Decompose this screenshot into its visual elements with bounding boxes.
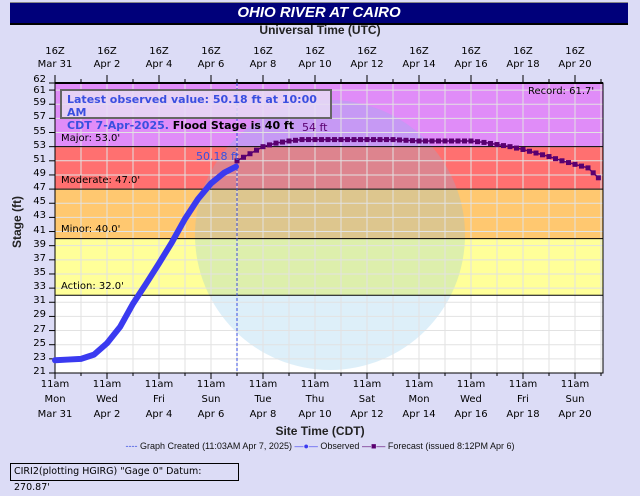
observed-legend-icon: —●—	[294, 441, 318, 451]
top-tick-label: 16Z Apr 20	[558, 46, 592, 70]
top-axis-title: Universal Time (UTC)	[259, 23, 381, 37]
legend-observed: Observed	[320, 441, 360, 451]
legend-forecast: Forecast (issued 8:12PM Apr 6)	[387, 441, 515, 451]
y-tick-label: 27	[33, 323, 46, 335]
info-line-2-date: CDT 7-Apr-2025.	[67, 119, 169, 132]
y-tick-label: 51	[33, 153, 46, 165]
legend-created: Graph Created (11:03AM Apr 7, 2025)	[140, 441, 292, 451]
y-tick-label: 29	[33, 309, 46, 321]
top-tick-label: 16Z Apr 6	[197, 46, 225, 70]
info-line-1: Latest observed value: 50.18 ft at 10:00…	[67, 93, 317, 119]
top-tick-label: 16Z Apr 4	[145, 46, 173, 70]
bottom-tick-label: 11am Wed Apr 2	[92, 379, 122, 420]
hydrograph-plot	[49, 75, 604, 379]
minor-label: Minor: 40.0'	[61, 224, 121, 235]
forecast-peak-label: 54 ft	[302, 121, 328, 134]
y-tick-label: 25	[33, 337, 46, 349]
top-tick-label: 16Z Apr 12	[350, 46, 384, 70]
y-tick-label: 47	[33, 182, 46, 194]
y-tick-label: 39	[33, 238, 46, 250]
bottom-tick-label: 11am Wed Apr 16	[454, 379, 488, 420]
bottom-tick-label: 11am Sun Apr 20	[558, 379, 592, 420]
legend: ---- Graph Created (11:03AM Apr 7, 2025)…	[0, 441, 640, 451]
info-flood-stage: Flood Stage is 40 ft	[172, 119, 294, 132]
major-label: Major: 53.0'	[61, 133, 121, 144]
y-tick-label: 21	[33, 366, 46, 377]
bottom-tick-label: 11am Mon Mar 31	[37, 379, 73, 420]
y-tick-label: 49	[33, 167, 46, 179]
y-tick-label: 41	[33, 224, 46, 236]
top-tick-label: 16Z Apr 16	[454, 46, 488, 70]
moderate-label: Moderate: 47.0'	[61, 175, 141, 186]
x-axis-label: Site Time (CDT)	[275, 424, 365, 438]
observed-value-label: 50.18 ft	[196, 150, 239, 163]
chart-title: OHIO RIVER AT CAIRO	[10, 2, 628, 25]
y-tick-label: 61	[33, 85, 46, 97]
y-tick-label: 45	[33, 196, 46, 208]
y-tick-label: 23	[33, 351, 46, 363]
y-tick-label: 37	[33, 252, 46, 264]
latest-observed-info-box: Latest observed value: 50.18 ft at 10:00…	[60, 89, 332, 132]
bottom-tick-label: 11am Fri Apr 18	[506, 379, 540, 420]
y-tick-label: 55	[33, 125, 46, 137]
bottom-tick-label: 11am Mon Apr 14	[402, 379, 436, 420]
top-tick-label: 16Z Mar 31	[37, 46, 73, 70]
top-tick-label: 16Z Apr 14	[402, 46, 436, 70]
bottom-tick-label: 11am Sun Apr 6	[196, 379, 226, 420]
y-tick-label: 59	[33, 97, 46, 109]
y-tick-label: 33	[33, 281, 46, 293]
y-tick-label: 43	[33, 210, 46, 222]
datum-footer: CIRI2(plotting HGIRG) "Gage 0" Datum: 27…	[10, 463, 239, 493]
bottom-tick-label: 11am Sat Apr 12	[350, 379, 384, 420]
action-label: Action: 32.0'	[61, 281, 124, 292]
graph-created-legend-icon: ----	[125, 441, 138, 451]
y-axis-label: Stage (ft)	[10, 196, 24, 248]
record-label: Record: 61.7'	[528, 86, 595, 97]
forecast-legend-icon: —■—	[361, 441, 386, 451]
y-tick-label: 35	[33, 266, 46, 278]
top-tick-label: 16Z Apr 10	[298, 46, 332, 70]
top-tick-label: 16Z Apr 8	[249, 46, 277, 70]
bottom-tick-label: 11am Tue Apr 8	[248, 379, 278, 420]
y-tick-label: 57	[33, 111, 46, 123]
top-tick-label: 16Z Apr 2	[93, 46, 121, 70]
y-tick-label: 31	[33, 295, 46, 307]
bottom-tick-label: 11am Thu Apr 10	[298, 379, 332, 420]
bottom-tick-label: 11am Fri Apr 4	[144, 379, 174, 420]
y-tick-label: 53	[33, 139, 46, 151]
y-tick-label: 62	[33, 74, 46, 85]
top-tick-label: 16Z Apr 18	[506, 46, 540, 70]
